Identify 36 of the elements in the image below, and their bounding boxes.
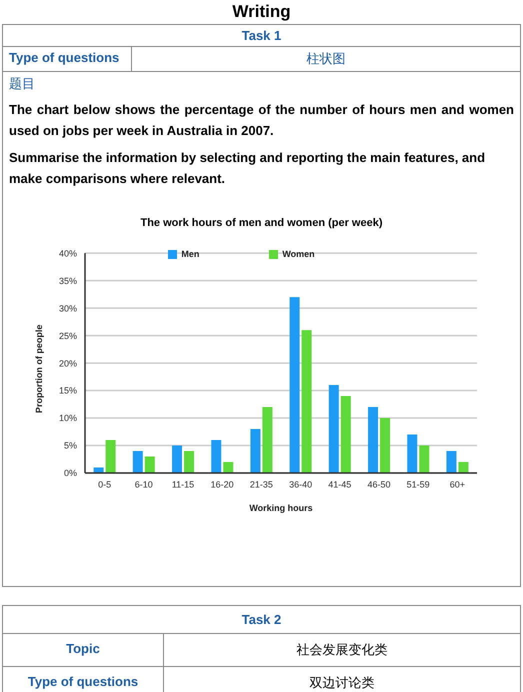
text: 社会发展变化类 <box>296 641 388 659</box>
text: Type of questions <box>3 47 132 71</box>
x-tick-label: 21-35 <box>249 479 272 490</box>
x-tick-label: 11-15 <box>171 479 194 490</box>
x-tick-label: 36-40 <box>288 479 312 490</box>
x-tick-label: 51-59 <box>406 479 430 490</box>
chart-title: The work hours of men and women (per week) <box>139 217 384 231</box>
x-tick-label: 60+ <box>449 479 465 490</box>
text: Topic <box>3 634 164 666</box>
y-tick-label: 15% <box>58 386 76 396</box>
text: Task 2 <box>240 611 282 629</box>
x-axis-title: Working hours <box>248 503 312 513</box>
y-axis-title: Proportion of people <box>34 324 44 414</box>
x-tick-label: 0-5 <box>98 479 111 490</box>
text: Task 1 <box>240 27 282 45</box>
text: 柱状图 <box>306 50 346 68</box>
legend-label: Men <box>181 249 200 259</box>
text: 题目 <box>9 75 36 93</box>
text: Writing <box>231 1 292 23</box>
y-tick-label: 35% <box>58 276 76 286</box>
y-tick-label: 0% <box>63 468 76 478</box>
text: Type of questions <box>3 667 164 692</box>
y-tick-label: 20% <box>58 358 76 368</box>
text: 双边讨论类 <box>308 674 376 692</box>
x-tick-label: 16-20 <box>210 479 234 490</box>
y-tick-label: 30% <box>58 303 76 314</box>
x-tick-label: 46-50 <box>366 479 390 490</box>
x-tick-label: 41-45 <box>328 479 351 490</box>
y-tick-label: 10% <box>58 413 76 424</box>
y-tick-label: 25% <box>58 330 76 341</box>
y-tick-label: 5% <box>63 440 76 451</box>
text: The chart below shows the percentage of the number of hours men and women used on jobs per week in Australia in 2007. <box>9 101 514 140</box>
y-tick-label: 40% <box>58 248 76 258</box>
x-tick-label: 6-10 <box>134 479 152 490</box>
text: Summarise the information by selecting and reporting the main features, and make comparisons where relevant. <box>9 149 486 188</box>
legend-label: Women <box>282 249 315 259</box>
